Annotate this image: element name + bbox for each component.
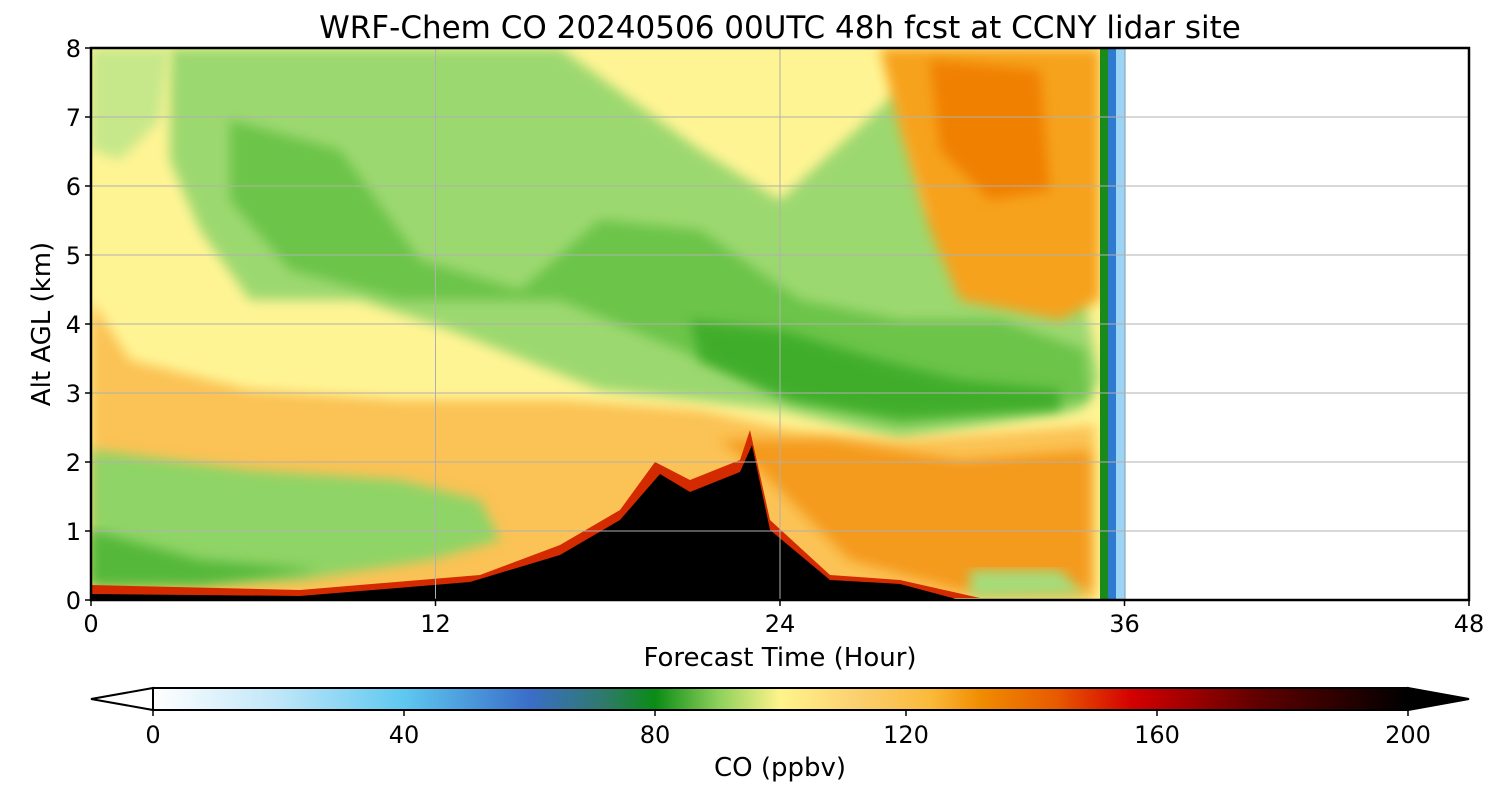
band-surface-black: [91, 445, 960, 600]
colorbar-bar: [152, 687, 1409, 711]
colorbar-tick-label: 40: [389, 721, 420, 749]
band-upper-left-green: [91, 48, 170, 160]
y-tick-label: 4: [66, 311, 81, 339]
y-tick-label: 0: [66, 587, 81, 615]
colorbar-tick-label: 80: [640, 721, 671, 749]
x-tick-label: 12: [420, 610, 451, 638]
x-tick-label: 24: [765, 610, 796, 638]
y-tick-label: 5: [66, 242, 81, 270]
x-axis-ticks: 0 12 24 36 48: [83, 600, 1484, 638]
band-lower-right-green: [970, 570, 1085, 598]
colorbar-tick-label: 120: [883, 721, 929, 749]
x-tick-label: 0: [83, 610, 98, 638]
chart-title: WRF-Chem CO 20240506 00UTC 48h fcst at C…: [319, 10, 1241, 46]
colorbar-ticks: 0 40 80 120 160 200: [145, 710, 1431, 749]
colorbar-tick-label: 200: [1385, 721, 1431, 749]
band-lower-green: [91, 450, 500, 585]
band-boundary-layer-orange-deep: [720, 440, 1090, 590]
y-tick-label: 2: [66, 449, 81, 477]
y-tick-label: 7: [66, 104, 81, 132]
x-axis-title: Forecast Time (Hour): [643, 643, 916, 673]
y-tick-label: 3: [66, 380, 81, 408]
colorbar-extend-high: [1407, 686, 1470, 712]
band-upper-orange-core: [930, 60, 1050, 200]
colorbar-tick-label: 160: [1134, 721, 1180, 749]
y-axis-ticks: 0 1 2 3 4 5 6 7 8: [66, 35, 91, 615]
colorbar-tick-label: 0: [145, 721, 160, 749]
colorbar-extend-low: [90, 686, 154, 712]
y-tick-label: 1: [66, 518, 81, 546]
colorbar-label: CO (ppbv): [714, 753, 846, 783]
y-tick-label: 6: [66, 173, 81, 201]
x-tick-label: 48: [1454, 610, 1485, 638]
band-lower-green-deep: [91, 530, 320, 585]
band-mid-level-green-deep: [230, 120, 1090, 425]
colorbar: 0 40 80 120 160 200 CO (ppbv): [90, 686, 1470, 783]
y-tick-label: 8: [66, 35, 81, 63]
x-tick-label: 36: [1109, 610, 1140, 638]
y-axis-title: Alt AGL (km): [27, 242, 57, 406]
